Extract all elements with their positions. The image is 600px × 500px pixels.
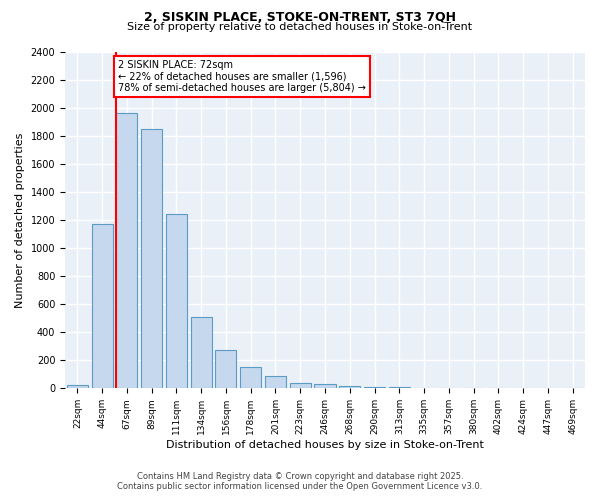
Bar [240, 366, 261, 388]
Bar [92, 224, 113, 388]
Bar [141, 128, 162, 388]
X-axis label: Distribution of detached houses by size in Stoke-on-Trent: Distribution of detached houses by size … [166, 440, 484, 450]
Bar [339, 386, 360, 388]
Bar [314, 384, 335, 388]
Bar [389, 387, 410, 388]
Bar [364, 387, 385, 388]
Bar [116, 114, 137, 388]
Bar [265, 376, 286, 388]
Text: 2 SISKIN PLACE: 72sqm
← 22% of detached houses are smaller (1,596)
78% of semi-d: 2 SISKIN PLACE: 72sqm ← 22% of detached … [118, 60, 366, 93]
Text: Size of property relative to detached houses in Stoke-on-Trent: Size of property relative to detached ho… [127, 22, 473, 32]
Bar [67, 385, 88, 388]
Bar [166, 214, 187, 388]
Bar [191, 317, 212, 388]
Y-axis label: Number of detached properties: Number of detached properties [15, 132, 25, 308]
Bar [215, 350, 236, 389]
Text: 2, SISKIN PLACE, STOKE-ON-TRENT, ST3 7QH: 2, SISKIN PLACE, STOKE-ON-TRENT, ST3 7QH [144, 11, 456, 24]
Bar [290, 382, 311, 388]
Text: Contains HM Land Registry data © Crown copyright and database right 2025.
Contai: Contains HM Land Registry data © Crown c… [118, 472, 482, 491]
